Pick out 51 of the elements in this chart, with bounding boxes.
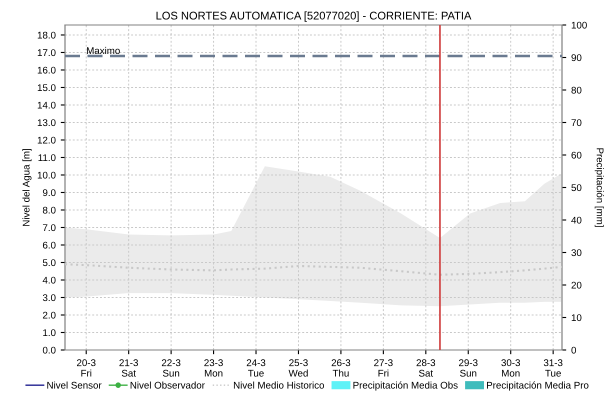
- legend-label: Nivel Observador: [130, 382, 205, 389]
- y2-tick-label: 20: [572, 282, 582, 289]
- ref-line-label: Maximo: [87, 46, 120, 54]
- y-tick-label: 14.0: [38, 102, 56, 109]
- x-tick-label: 29-3 Sun: [459, 359, 478, 377]
- legend-label: Nivel Sensor: [47, 382, 102, 389]
- x-tick-label: 31-3 Tue: [544, 359, 562, 377]
- y-axis-title: Nivel del Agua [m]: [22, 149, 32, 226]
- x-tick-label: 22-3 Sun: [162, 359, 180, 377]
- y-tick-label: 2.0: [42, 312, 56, 319]
- y2-tick-label: 50: [571, 184, 582, 192]
- y2-tick-label: 30: [571, 249, 582, 256]
- y-tick-label: 17.0: [38, 49, 56, 56]
- y-tick-label: 3.0: [42, 294, 56, 302]
- y-tick-label: 4.0: [42, 276, 56, 284]
- x-tick-label: 26-3 Thu: [332, 359, 350, 377]
- x-tick-label: 27-3 Fri: [374, 359, 393, 377]
- y-tick-label: 11.0: [38, 154, 56, 162]
- x-tick-label: 24-3 Tue: [246, 359, 266, 377]
- x-tick-label: 25-3 Wed: [288, 359, 308, 377]
- y2-tick-label: 100: [572, 22, 587, 29]
- y2-tick-label: 10: [572, 314, 582, 322]
- y-tick-label: 13.0: [38, 119, 56, 126]
- y-tick-label: 18.0: [38, 32, 56, 39]
- y-tick-label: 0.0: [42, 346, 56, 354]
- legend-label: Precipitación Media Obs: [353, 381, 458, 391]
- y-tick-label: 16.0: [38, 66, 56, 74]
- x-tick-label: 21-3 Sat: [119, 359, 138, 377]
- legend-label: Nivel Medio Historico: [234, 382, 324, 389]
- y2-axis-title: Precipitación [mm]: [594, 148, 604, 227]
- y2-tick-label: 40: [571, 216, 582, 224]
- x-tick-label: 20-3 Fri: [76, 359, 96, 377]
- y-tick-label: 7.0: [42, 224, 56, 232]
- y-tick-label: 9.0: [42, 189, 56, 196]
- y2-tick-label: 80: [571, 86, 582, 94]
- y-tick-label: 12.0: [38, 136, 56, 144]
- y2-tick-label: 70: [572, 119, 582, 126]
- y-tick-label: 6.0: [42, 242, 56, 249]
- y-tick-label: 5.0: [42, 259, 56, 266]
- y2-tick-label: 0: [571, 346, 576, 354]
- y-tick-label: 1.0: [43, 329, 56, 336]
- x-tick-label: 28-3 Sat: [416, 359, 436, 377]
- y2-tick-label: 60: [572, 152, 582, 159]
- legend-label: Precipitación Media Pro: [487, 381, 588, 391]
- y-tick-label: 10.0: [38, 172, 56, 179]
- x-tick-label: 23-3 Mon: [204, 359, 223, 377]
- y-tick-label: 8.0: [42, 206, 56, 214]
- y-tick-label: 15.0: [38, 84, 56, 92]
- y2-tick-label: 90: [571, 54, 582, 62]
- chart-title: LOS NORTES AUTOMATICA [52077020] - CORRIENTE: PATIA: [156, 11, 472, 22]
- x-tick-label: 30-3 Mon: [501, 359, 520, 377]
